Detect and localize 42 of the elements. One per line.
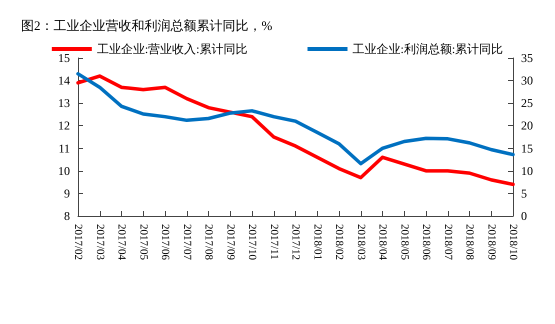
line-series bbox=[76, 74, 515, 186]
y-tick-label: 10 bbox=[58, 164, 70, 178]
x-tick-label: 2018/04 bbox=[376, 224, 388, 261]
y2-tick-label: 10 bbox=[521, 164, 533, 178]
x-tick-label: 2017/03 bbox=[94, 224, 106, 261]
y2-tick-label: 20 bbox=[521, 118, 533, 133]
x-tick-label: 2018/08 bbox=[464, 224, 476, 261]
x-tick-label: 2018/07 bbox=[442, 224, 454, 261]
line-series bbox=[76, 72, 515, 166]
x-tick-label: 2017/06 bbox=[159, 224, 171, 261]
x-tick-label: 2017/05 bbox=[137, 224, 150, 261]
x-tick-label: 2018/10 bbox=[507, 224, 519, 261]
x-tick-label: 2017/02 bbox=[72, 224, 84, 260]
x-tick-label: 2018/06 bbox=[420, 224, 432, 261]
y2-tick-label: 25 bbox=[521, 96, 533, 110]
x-tick-label: 2017/12 bbox=[290, 224, 302, 260]
y2-tick-label: 15 bbox=[521, 141, 533, 156]
x-tick-label: 2018/05 bbox=[398, 224, 410, 261]
x-tick-label: 2017/08 bbox=[202, 224, 214, 261]
x-tick-label: 2017/09 bbox=[224, 224, 236, 261]
x-tick-label: 2018/01 bbox=[311, 224, 324, 260]
x-tick-label: 2018/03 bbox=[354, 224, 367, 261]
chart-title: 图2：工业企业营收和利润总额累计同比，% bbox=[21, 18, 272, 33]
legend-label: 工业企业:营业收入:累计同比 bbox=[96, 42, 248, 56]
y2-tick-label: 30 bbox=[521, 74, 533, 88]
x-tick-label: 2017/10 bbox=[246, 224, 258, 261]
legend-label: 工业企业:利润总额:累计同比 bbox=[352, 42, 504, 56]
y-tick-label: 8 bbox=[64, 209, 70, 223]
y-tick-label: 15 bbox=[58, 51, 70, 65]
y-tick-label: 13 bbox=[58, 96, 70, 110]
y2-tick-label: 5 bbox=[521, 186, 527, 200]
x-tick-label: 2018/02 bbox=[333, 224, 345, 260]
x-tick-label: 2018/09 bbox=[485, 224, 498, 261]
x-tick-label: 2017/11 bbox=[268, 224, 280, 260]
x-tick-label: 2017/04 bbox=[116, 224, 128, 261]
y-tick-label: 12 bbox=[58, 118, 70, 133]
y2-tick-label: 0 bbox=[521, 209, 527, 223]
y-tick-label: 14 bbox=[58, 74, 70, 88]
y2-tick-label: 35 bbox=[521, 51, 533, 65]
y-tick-label: 9 bbox=[64, 186, 70, 200]
y-tick-label: 11 bbox=[58, 141, 70, 156]
x-tick-label: 2017/07 bbox=[180, 224, 193, 261]
